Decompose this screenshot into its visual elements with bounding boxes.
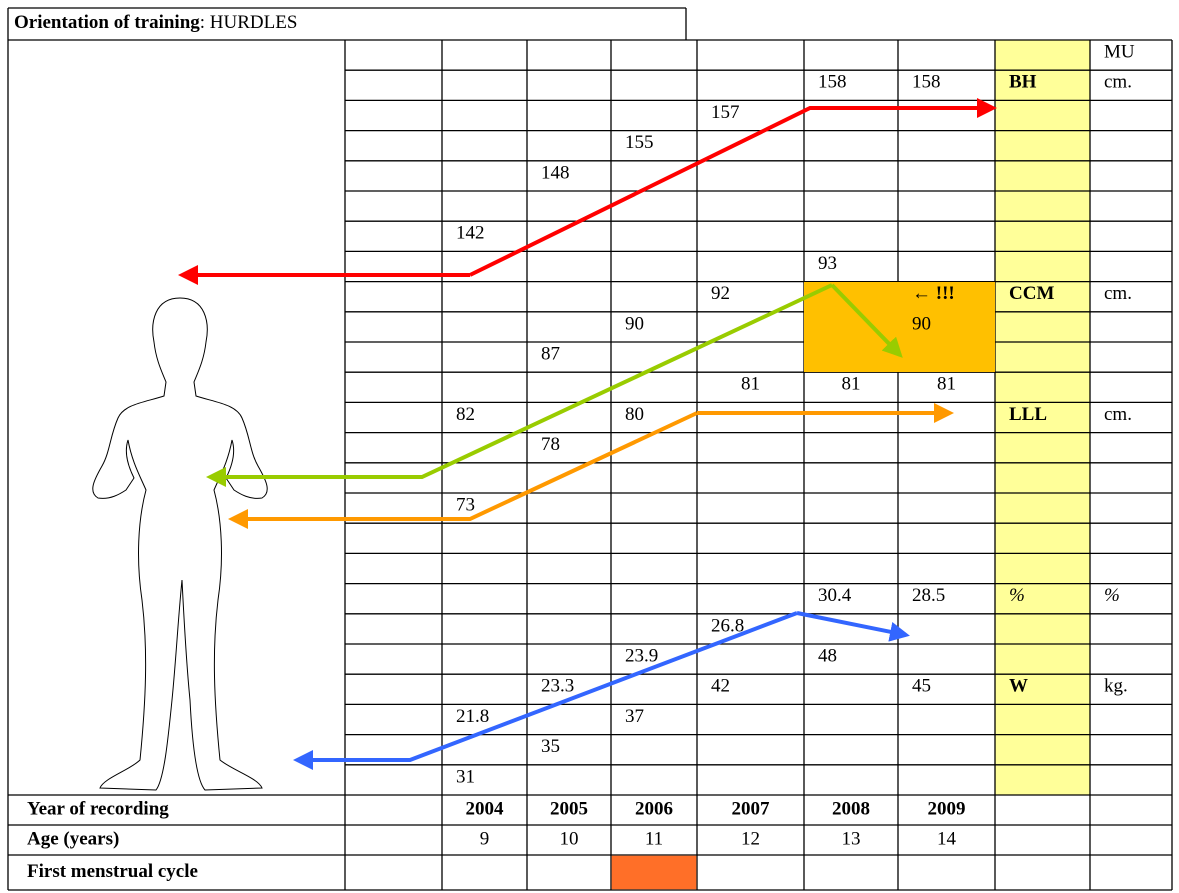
cell-text: 142 [456,223,485,244]
warning-box [804,282,995,372]
cell-text: MU [1104,41,1135,62]
year: 2007 [732,798,771,819]
cell-text: 81 [842,374,861,395]
cell-text: BH [1009,72,1037,93]
cell-text: LLL [1009,404,1047,425]
cell-text: kg. [1104,676,1128,697]
row-label: Age (years) [27,828,119,849]
cell-text: cm. [1104,404,1132,425]
cell-text: 90 [912,313,931,334]
title-label: Orientation of training [14,12,200,33]
w-arrow [797,613,906,635]
cell-text: % [1104,585,1120,606]
cell-text: 48 [818,645,837,666]
cell-text: 158 [818,72,847,93]
cell-text: 92 [711,283,730,304]
cell-text: 73 [456,494,475,515]
body-silhouette [93,298,267,790]
cell-text: 90 [625,313,644,334]
cell-text: 81 [741,374,760,395]
cell-text: W [1009,676,1028,697]
cell-text: 81 [937,374,956,395]
cell-text: 23.9 [625,645,658,666]
age: 13 [842,828,861,849]
row-label: First menstrual cycle [27,861,198,882]
cell-text: 28.5 [912,585,945,606]
age: 11 [645,828,663,849]
cell-text: CCM [1009,283,1054,304]
cell-text: % [1009,585,1025,606]
age: 14 [937,828,957,849]
year: 2005 [550,798,588,819]
cell-text: 45 [912,676,931,697]
cell-text: ← !!! [912,283,955,304]
cell-text: 21.8 [456,706,489,727]
age: 10 [560,828,579,849]
cell-text: 35 [541,736,560,757]
year: 2004 [466,798,505,819]
cell-text: 80 [625,404,644,425]
marked-cell [612,856,697,890]
cell-text: 148 [541,162,570,183]
cell-text: 23.3 [541,676,574,697]
row-label: Year of recording [27,798,169,819]
title-value: : HURDLES [200,12,298,33]
cell-text: 157 [711,102,740,123]
year: 2009 [928,798,966,819]
cell-text: 158 [912,72,941,93]
cell-text: 93 [818,253,837,274]
cell-text: 87 [541,343,560,364]
cell-text: 30.4 [818,585,852,606]
age: 12 [741,828,760,849]
cell-text: 78 [541,434,560,455]
cell-text: 42 [711,676,730,697]
year: 2008 [832,798,870,819]
cell-text: 82 [456,404,475,425]
page: Orientation of training: HURDLES MU 158 158… [0,0,1179,893]
ccm-arrow [210,285,832,477]
year: 2006 [635,798,673,819]
training-table: Orientation of training: HURDLES MU 158 158… [0,0,1179,893]
cell-text: cm. [1104,72,1132,93]
title: Orientation of training: HURDLES [14,12,297,33]
age: 9 [480,828,490,849]
cell-text: 31 [456,766,475,787]
trend-arrows [182,108,993,760]
cell-text: 37 [625,706,644,727]
cell-text: cm. [1104,283,1132,304]
cell-text: 155 [625,132,654,153]
